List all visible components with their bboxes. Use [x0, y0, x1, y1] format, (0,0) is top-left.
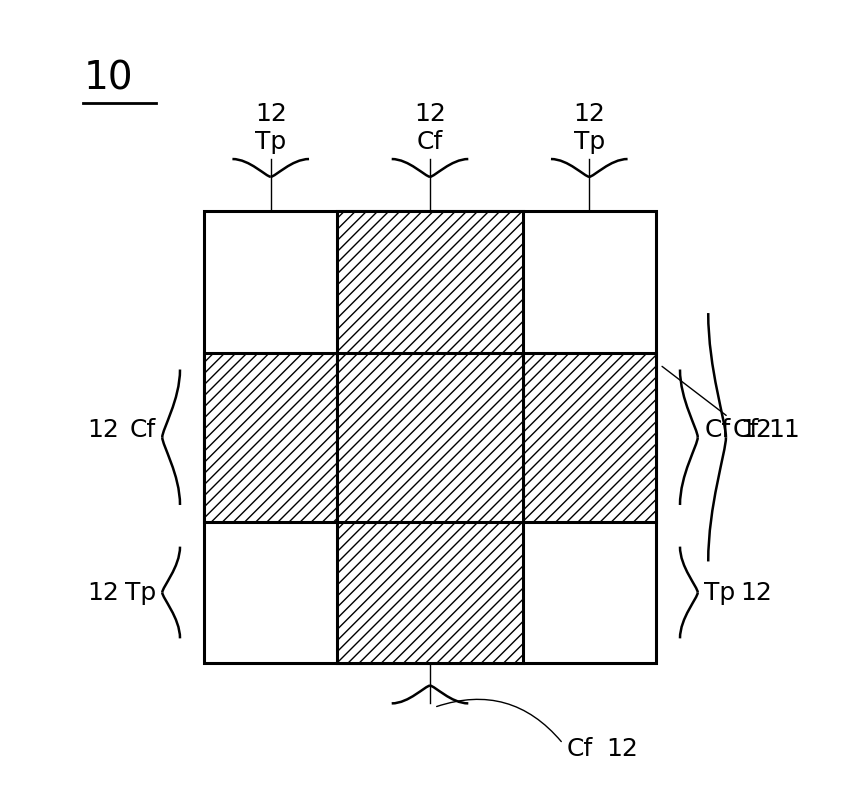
Text: 12: 12	[740, 418, 772, 442]
Text: Cf: Cf	[417, 130, 443, 153]
Text: 11: 11	[769, 418, 801, 442]
Text: 10: 10	[83, 59, 132, 97]
Bar	[337, 353, 523, 522]
Text: Cf: Cf	[733, 418, 759, 442]
Text: Cf: Cf	[567, 736, 593, 760]
Text: 12: 12	[740, 581, 772, 605]
Text: 12: 12	[574, 102, 605, 126]
Text: Tp: Tp	[125, 581, 156, 605]
Text: 12: 12	[255, 102, 286, 126]
Text: 12: 12	[88, 418, 120, 442]
Bar	[204, 353, 656, 522]
Text: Cf: Cf	[130, 418, 156, 442]
Text: 12: 12	[88, 581, 120, 605]
Text: Tp: Tp	[574, 130, 605, 153]
Text: Tp: Tp	[255, 130, 286, 153]
Bar	[337, 212, 523, 663]
Text: Tp: Tp	[704, 581, 735, 605]
Text: 12: 12	[414, 102, 446, 126]
Bar	[337, 353, 523, 522]
Text: Cf: Cf	[704, 418, 730, 442]
Bar	[204, 212, 656, 663]
Text: 12: 12	[605, 736, 637, 760]
